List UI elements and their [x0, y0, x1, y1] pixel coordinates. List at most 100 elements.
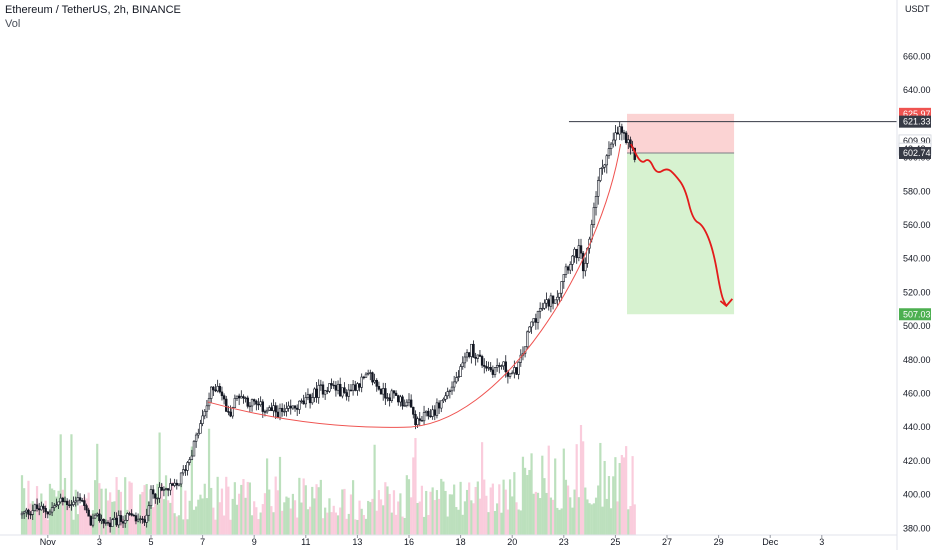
- candle-body: [280, 407, 284, 412]
- volume-bar: [433, 500, 436, 535]
- candle-body: [508, 373, 512, 377]
- volume-bar: [560, 508, 563, 535]
- candle-body: [121, 521, 125, 524]
- volume-bar: [360, 508, 363, 535]
- volume-bar: [403, 517, 406, 535]
- time-tick-label: 20: [507, 537, 517, 547]
- candle-body: [93, 514, 97, 519]
- volume-bar: [225, 476, 228, 535]
- volume-bar: [180, 478, 183, 535]
- volume-bar: [631, 456, 634, 535]
- volume-bar: [435, 490, 439, 535]
- volume-bar: [137, 518, 140, 535]
- volume-bar: [502, 479, 505, 535]
- volume-bar: [336, 515, 340, 535]
- volume-bar: [223, 515, 226, 535]
- projection-arrowhead: [719, 298, 734, 308]
- candle-body: [117, 515, 120, 526]
- candle-body: [566, 266, 570, 271]
- candle-body: [564, 266, 568, 275]
- volume-bar: [427, 515, 430, 535]
- volume-bar: [472, 503, 475, 535]
- candle-body: [377, 386, 381, 390]
- volume-bar: [143, 485, 146, 535]
- volume-bar: [171, 482, 174, 535]
- volume-bar: [412, 457, 415, 535]
- volume-bar: [184, 490, 187, 535]
- candle-body: [394, 392, 398, 396]
- volume-bar: [216, 476, 219, 535]
- candle-body: [268, 407, 271, 411]
- candle-body: [315, 388, 318, 398]
- price-tick-label: 440.00: [903, 422, 931, 432]
- volume-bar: [160, 484, 163, 535]
- volume-bar: [524, 467, 527, 535]
- volume-bar: [478, 498, 482, 535]
- candle-body: [569, 264, 572, 271]
- candle-body: [467, 352, 471, 357]
- candle-body: [274, 405, 277, 413]
- volume-bar: [98, 483, 101, 535]
- volume-bar: [304, 485, 307, 535]
- candle-body: [175, 482, 178, 486]
- volume-bar: [395, 514, 398, 535]
- volume-bar: [508, 479, 512, 535]
- price-badge-label: 609.90: [903, 136, 931, 146]
- price-badge: [899, 146, 931, 159]
- candle-body: [592, 207, 596, 225]
- volume-bar: [448, 494, 451, 535]
- volume-bar: [504, 489, 507, 535]
- price-tick-label: 380.00: [903, 523, 931, 533]
- candle-body: [399, 396, 402, 403]
- candle-body: [450, 386, 454, 392]
- candle-body: [493, 367, 497, 375]
- volume-bar: [274, 476, 277, 535]
- volume-bar: [190, 446, 193, 535]
- volume-bar: [465, 489, 469, 535]
- candle-body: [444, 395, 447, 400]
- volume-bar: [446, 516, 449, 535]
- time-tick-label: Nov: [40, 537, 57, 547]
- candle-body: [381, 388, 385, 395]
- volume-bar: [115, 477, 118, 535]
- volume-bar: [203, 483, 206, 535]
- volume-bar: [573, 489, 576, 535]
- volume-bar: [487, 512, 490, 535]
- volume-bar: [250, 515, 254, 535]
- candle-body: [115, 517, 118, 526]
- time-tick-label: 27: [662, 537, 672, 547]
- volume-bar: [450, 494, 454, 535]
- candle-body: [500, 365, 503, 367]
- volume-bar: [519, 510, 522, 535]
- volume-bar: [352, 480, 355, 535]
- volume-bar: [463, 501, 466, 535]
- candle-body: [311, 397, 314, 404]
- volume-bar: [616, 501, 619, 535]
- candle-body: [547, 299, 550, 307]
- volume-bar: [407, 479, 411, 535]
- volume-bar: [633, 504, 636, 535]
- volume-bar: [195, 506, 198, 535]
- volume-bar: [244, 497, 247, 535]
- candle-body: [158, 487, 161, 499]
- volume-bar: [545, 492, 548, 535]
- candle-body: [538, 308, 542, 312]
- volume-bar: [83, 496, 86, 535]
- price-tick-label: 520.00: [903, 287, 931, 297]
- volume-bar: [293, 500, 297, 535]
- volume-bar: [218, 502, 221, 535]
- candle-body: [291, 405, 295, 409]
- candle-body: [448, 390, 452, 392]
- time-tick-label: 3: [97, 537, 102, 547]
- candle-body: [474, 356, 477, 359]
- candle-body: [78, 497, 82, 501]
- volume-label: Vol: [5, 18, 21, 30]
- candle-body: [141, 518, 144, 520]
- volume-bar: [457, 509, 460, 535]
- candle-body: [317, 385, 320, 398]
- candle-body: [65, 500, 69, 506]
- candle-body: [31, 510, 34, 515]
- candle-body: [242, 396, 245, 399]
- volume-bar: [68, 500, 71, 535]
